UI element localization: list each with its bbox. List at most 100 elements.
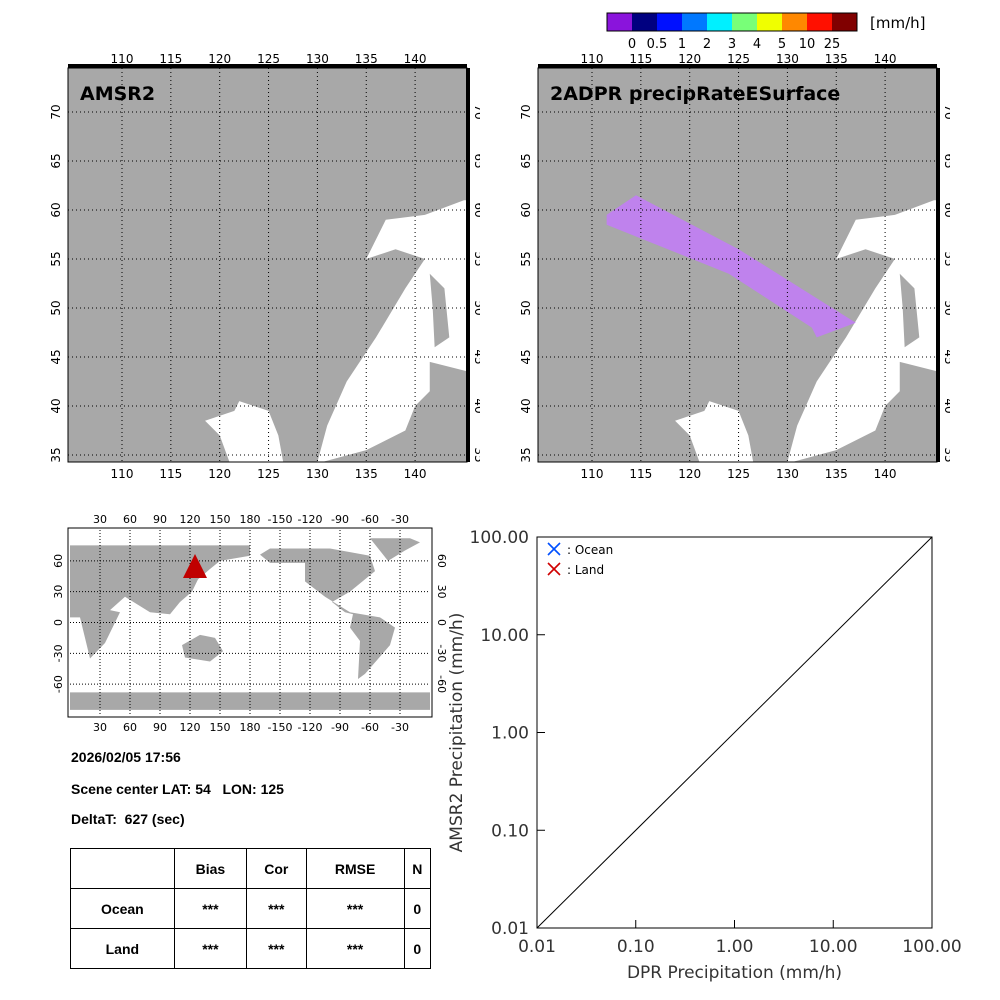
lon-tick-label-top: 115	[159, 52, 182, 66]
cell: ***	[246, 928, 307, 969]
lat-tick-label-left: 60	[49, 202, 63, 217]
lat-tick-label-left: 60	[519, 202, 533, 217]
lat-tick-label-left: 60	[52, 554, 65, 568]
colorbar-label: 0	[628, 37, 636, 52]
lat-tick-label-right: 55	[942, 251, 950, 266]
lon-tick-label-top: -60	[361, 513, 379, 526]
colorbar-label: 3	[728, 37, 736, 52]
map-title: 2ADPR precipRateESurface	[550, 83, 840, 105]
y-tick-label: 100.00	[470, 528, 529, 548]
lat-tick-label-right: 35	[472, 447, 480, 462]
colorbar-swatch	[732, 13, 757, 31]
header-rmse: RMSE	[305, 848, 405, 889]
lon-tick-label-top: 120	[678, 52, 701, 66]
lon-tick-label-top: 140	[404, 52, 427, 66]
japan-land	[322, 361, 469, 462]
colorbar-label: 2	[703, 37, 711, 52]
lat-tick-label-left: 65	[49, 153, 63, 168]
lat-tick-label-left: 40	[519, 398, 533, 413]
colorbar-swatch	[657, 13, 682, 31]
continent	[260, 548, 395, 680]
continent	[182, 634, 223, 662]
lat-tick-label-right: 50	[942, 300, 950, 315]
lon-tick-label-bottom: 140	[404, 467, 427, 481]
colorbar-swatch	[707, 13, 732, 31]
lat-tick-label-left: 35	[519, 447, 533, 462]
lat-tick-label-left: 50	[519, 300, 533, 315]
lon-tick-label-bottom: 90	[153, 721, 167, 734]
colorbar-label: 10	[799, 37, 816, 52]
lon-tick-label-bottom: -150	[268, 721, 293, 734]
precip-swath	[606, 195, 856, 338]
lon-tick-label-top: 110	[111, 52, 134, 66]
colorbar-swatch	[832, 13, 857, 31]
lon-tick-label-bottom: 120	[180, 721, 201, 734]
lat-tick-label-left: -30	[52, 644, 65, 662]
lat-tick-label-right: 60	[435, 554, 448, 568]
delta-t: DeltaT: 627 (sec)	[71, 811, 185, 827]
x-axis-label: DPR Precipitation (mm/h)	[627, 963, 842, 983]
lon-tick-label-bottom: 110	[581, 467, 604, 481]
lat-tick-label-right: 45	[472, 349, 480, 364]
legend-label: : Ocean	[567, 543, 613, 557]
row-label: Land	[70, 928, 175, 969]
lon-tick-label-top: 140	[874, 52, 897, 66]
lon-tick-label-top: 120	[208, 52, 231, 66]
y-tick-label: 10.00	[480, 626, 529, 646]
cell: 0	[403, 888, 432, 929]
colorbar-label: 0.5	[647, 37, 668, 52]
lat-tick-label-right: 0	[435, 619, 448, 626]
world-map: 30 30 60 60 90 90 120 120 150 150 180 180 -150 -150 -1…	[52, 513, 448, 734]
lon-tick-label-bottom: 115	[159, 467, 182, 481]
lon-tick-label-bottom: 135	[825, 467, 848, 481]
cell: ***	[173, 888, 248, 929]
header-n: N	[403, 848, 432, 889]
lon-tick-label-bottom: 180	[240, 721, 261, 734]
table-header-row: Bias Cor RMSE N	[70, 848, 432, 889]
lon-tick-label-top: -120	[298, 513, 323, 526]
lon-tick-label-bottom: 120	[678, 467, 701, 481]
sakhalin-island	[429, 273, 450, 348]
lon-tick-label-top: 180	[240, 513, 261, 526]
row-label: Ocean	[70, 888, 175, 929]
lat-tick-label-right: 60	[942, 202, 950, 217]
legend-marker-ocean	[547, 542, 561, 556]
lon-tick-label-bottom: 125	[727, 467, 750, 481]
lon-tick-label-top: 120	[180, 513, 201, 526]
cell: ***	[246, 888, 307, 929]
lon-tick-label-top: 150	[210, 513, 231, 526]
lon-tick-label-top: 115	[629, 52, 652, 66]
colorbar-swatch	[632, 13, 657, 31]
lat-tick-label-left: 45	[49, 349, 63, 364]
cell: 0	[403, 928, 432, 969]
lat-tick-label-right: 70	[942, 104, 950, 119]
x-tick-label: 0.01	[518, 937, 556, 957]
lat-tick-label-right: 65	[942, 153, 950, 168]
lat-tick-label-right: -60	[435, 675, 448, 693]
colorbar-label: 25	[824, 37, 841, 52]
x-tick-label: 0.10	[617, 937, 655, 957]
lon-tick-label-top: 135	[355, 52, 378, 66]
lon-tick-label-bottom: -90	[331, 721, 349, 734]
lat-tick-label-right: 70	[472, 104, 480, 119]
lon-tick-label-top: 30	[93, 513, 107, 526]
one-to-one-line	[536, 536, 933, 929]
y-tick-label: 1.00	[491, 724, 529, 744]
lat-tick-label-left: 70	[519, 104, 533, 119]
lat-tick-label-left: 70	[49, 104, 63, 119]
cell: ***	[305, 888, 405, 929]
lat-tick-label-left: 50	[49, 300, 63, 315]
header-cell	[70, 848, 175, 889]
y-axis-label: AMSR2 Precipitation (mm/h)	[447, 613, 467, 853]
lat-tick-label-right: 45	[942, 349, 950, 364]
y-tick-label: 0.10	[491, 821, 529, 841]
lat-tick-label-left: 35	[49, 447, 63, 462]
map-frame-top	[68, 64, 467, 68]
lon-tick-label-top: 110	[581, 52, 604, 66]
colorbar-swatch	[682, 13, 707, 31]
colorbar-swatch	[607, 13, 632, 31]
colorbar-swatch	[782, 13, 807, 31]
x-tick-label: 100.00	[902, 937, 961, 957]
colorbar-label: 4	[753, 37, 761, 52]
